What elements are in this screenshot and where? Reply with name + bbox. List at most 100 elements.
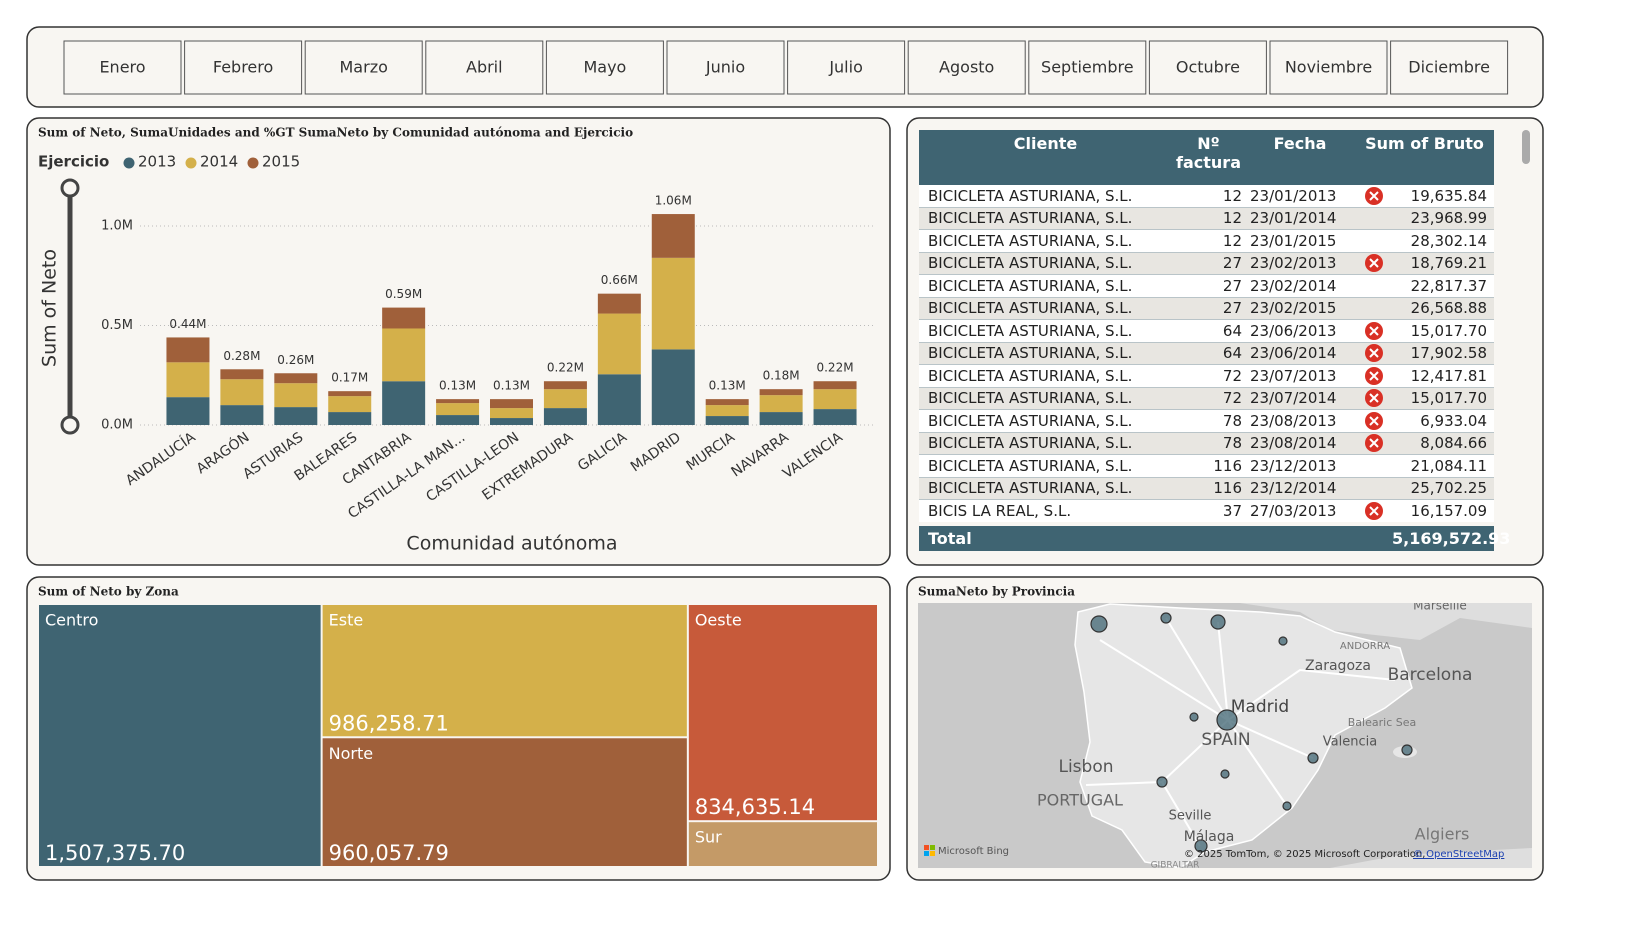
bar-segment[interactable] [705, 405, 749, 417]
bar-segment[interactable] [759, 395, 803, 413]
month-button[interactable] [787, 40, 906, 95]
zoom-handle[interactable] [60, 178, 80, 198]
treemap-tile[interactable] [39, 605, 321, 866]
bar-segment[interactable] [382, 328, 426, 382]
bar-segment[interactable] [220, 405, 264, 425]
table-row[interactable]: BICICLETA ASTURIANA, S.L. 27 23/02/2014 22,… [919, 274, 1495, 298]
column-header[interactable]: Fecha [1245, 130, 1355, 185]
table-row[interactable]: BICICLETA ASTURIANA, S.L. 27 23/02/2013 18,… [919, 252, 1495, 275]
month-label[interactable]: Noviembre [1285, 58, 1372, 77]
bubble[interactable] [1090, 615, 1108, 633]
map-label[interactable]: © OpenStreetMap [1413, 849, 1504, 860]
month-button[interactable] [184, 40, 303, 95]
month-label[interactable]: Agosto [939, 58, 994, 77]
scrollbar[interactable] [1522, 130, 1530, 164]
bar-segment[interactable] [651, 257, 695, 350]
bubble[interactable] [1194, 839, 1208, 853]
bar-segment[interactable] [490, 418, 533, 425]
bar-segment[interactable] [705, 416, 749, 425]
bar-segment[interactable] [705, 399, 749, 406]
bar-segment[interactable] [651, 349, 695, 425]
bar-segment[interactable] [274, 407, 318, 425]
bar-segment[interactable] [436, 399, 480, 404]
bar-segment[interactable] [597, 313, 641, 375]
bubble[interactable] [1160, 612, 1172, 624]
table-row[interactable]: BICICLETA ASTURIANA, S.L. 27 23/02/2015 26,… [919, 297, 1495, 320]
bar-segment[interactable] [543, 389, 587, 409]
bar-segment[interactable] [597, 374, 641, 425]
month-label[interactable]: Diciembre [1408, 58, 1490, 77]
table-row[interactable]: BICICLETA ASTURIANA, S.L. 64 23/06/2013 15,… [919, 319, 1495, 343]
bubble[interactable] [1401, 744, 1413, 756]
column-header[interactable]: Cliente [919, 130, 1172, 185]
bar-segment[interactable] [759, 389, 803, 396]
bubble[interactable] [1216, 709, 1238, 731]
bar-segment[interactable] [813, 409, 857, 425]
table-row[interactable]: BICICLETA ASTURIANA, S.L. 12 23/01/2015 28,… [919, 229, 1495, 253]
month-button[interactable] [425, 40, 544, 95]
bar-segment[interactable] [813, 381, 857, 390]
table-row[interactable]: BICICLETA ASTURIANA, S.L. 12 23/01/2013 19,… [919, 185, 1495, 208]
bar-segment[interactable] [651, 214, 695, 258]
bar-segment[interactable] [328, 412, 372, 425]
bar-segment[interactable] [328, 391, 372, 397]
month-button[interactable] [304, 40, 423, 95]
column-header[interactable]: Sum of Bruto [1355, 130, 1495, 185]
month-button[interactable] [1390, 40, 1509, 95]
month-label[interactable]: Enero [99, 58, 145, 77]
bubble[interactable] [1156, 776, 1168, 788]
month-button[interactable] [1269, 40, 1388, 95]
month-button[interactable] [1148, 40, 1267, 95]
table-row[interactable]: BICICLETA ASTURIANA, S.L. 72 23/07/2014 15,… [919, 387, 1495, 410]
column-header[interactable]: Nº factura [1172, 130, 1245, 185]
bubble[interactable] [1278, 636, 1288, 646]
bar-segment[interactable] [759, 412, 803, 425]
month-label[interactable]: Junio [705, 58, 745, 77]
treemap-tile[interactable] [688, 605, 877, 821]
month-label[interactable]: Marzo [340, 58, 388, 77]
month-button[interactable] [545, 40, 664, 95]
bar-segment[interactable] [220, 369, 264, 380]
bar-segment[interactable] [382, 307, 426, 329]
bar-segment[interactable] [490, 399, 533, 409]
bubble[interactable] [1307, 752, 1319, 764]
bar-segment[interactable] [166, 337, 210, 363]
bar-segment[interactable] [436, 403, 480, 416]
bar-segment[interactable] [436, 415, 480, 425]
month-label[interactable]: Septiembre [1041, 58, 1134, 77]
bubble[interactable] [1220, 769, 1230, 779]
month-button[interactable] [63, 40, 182, 95]
bubble[interactable] [1210, 614, 1226, 630]
table-row[interactable]: BICICLETA ASTURIANA, S.L. 72 23/07/2013 12,… [919, 364, 1495, 388]
month-label[interactable]: Mayo [583, 58, 626, 77]
table-row[interactable]: BICICLETA ASTURIANA, S.L. 116 23/12/2014 25… [919, 477, 1495, 500]
bar-segment[interactable] [274, 383, 318, 408]
month-label[interactable]: Octubre [1176, 58, 1240, 77]
zoom-handle[interactable] [60, 415, 80, 435]
month-label[interactable]: Julio [828, 58, 863, 77]
bar-segment[interactable] [813, 389, 857, 410]
month-button[interactable] [907, 40, 1026, 95]
table-row[interactable]: BICICLETA ASTURIANA, S.L. 12 23/01/2014 23,… [919, 207, 1495, 230]
bar-segment[interactable] [220, 379, 264, 406]
bar-segment[interactable] [166, 362, 210, 398]
bubble[interactable] [1189, 712, 1199, 722]
bar-segment[interactable] [382, 381, 426, 425]
table-row[interactable]: BICICLETA ASTURIANA, S.L. 64 23/06/2014 17,… [919, 342, 1495, 365]
bar-segment[interactable] [166, 397, 210, 425]
table-row[interactable]: BICICLETA ASTURIANA, S.L. 116 23/12/2013 21… [919, 454, 1495, 478]
treemap-tile[interactable] [322, 738, 687, 866]
bubble[interactable] [1282, 801, 1292, 811]
bar-segment[interactable] [328, 396, 372, 413]
table-row[interactable]: BICIS LA REAL, S.L. 37 27/03/2013 16,157.09 [919, 499, 1495, 524]
bar-segment[interactable] [274, 373, 318, 384]
table-row[interactable]: BICICLETA ASTURIANA, S.L. 78 23/08/2013 6,9… [919, 409, 1495, 433]
month-label[interactable]: Febrero [213, 58, 273, 77]
table-row[interactable]: BICICLETA ASTURIANA, S.L. 78 23/08/2014 8,0… [919, 432, 1495, 455]
month-button[interactable] [666, 40, 785, 95]
bar-segment[interactable] [543, 381, 587, 390]
bar-segment[interactable] [490, 408, 533, 419]
treemap-tile[interactable] [688, 822, 877, 866]
treemap-tile[interactable] [322, 605, 687, 737]
bar-segment[interactable] [597, 293, 641, 314]
